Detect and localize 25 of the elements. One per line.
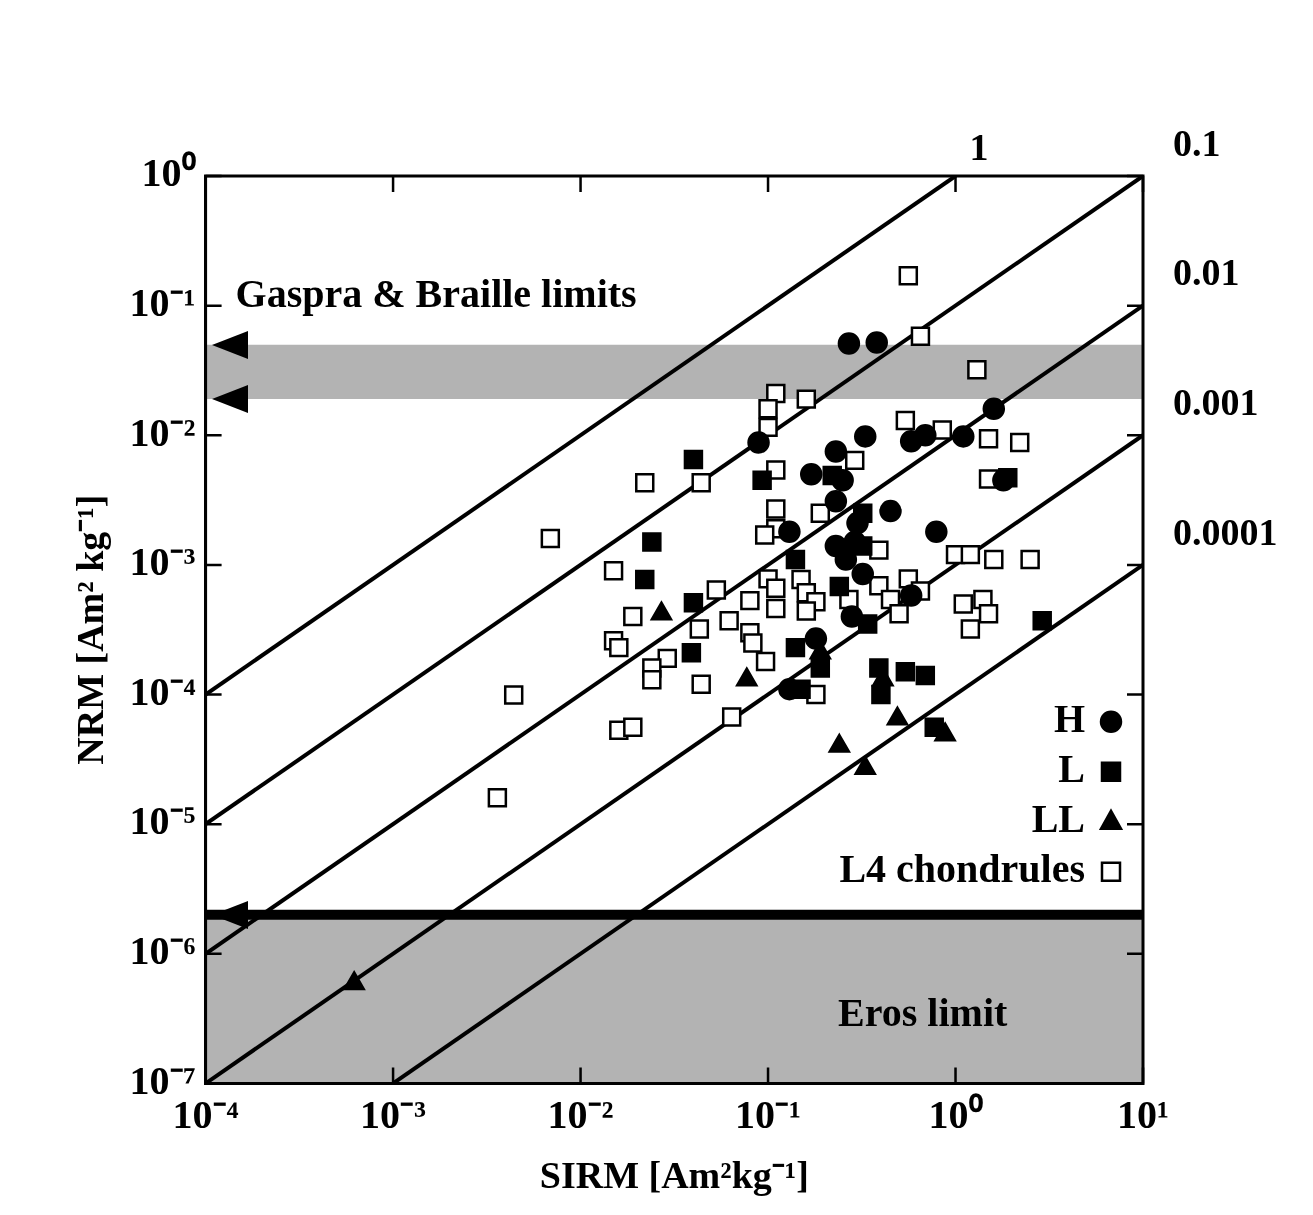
legend-label: L [1058,746,1085,792]
y-tick-label: 10⁰ [141,150,196,196]
series-label: 0.001 [1173,381,1259,424]
x-axis-title: SIRM [Am²kg⁻¹] [539,1154,809,1197]
x-tick-label: 10⁻¹ [735,1091,802,1137]
x-tick-label: 10⁻² [547,1091,614,1137]
y-tick-label: 10⁻⁶ [129,928,196,974]
y-tick-label: 10⁻⁴ [129,668,196,714]
legend-label: L4 chondrules [839,846,1085,892]
y-tick-label: 10⁻² [129,409,196,455]
y-tick-label: 10⁻¹ [129,279,196,325]
x-tick-label: 10⁻³ [360,1091,427,1137]
y-axis-title: NRM [Am² kg⁻¹] [68,494,111,765]
x-tick-label: 10¹ [1117,1091,1169,1137]
series-label: 0.01 [1173,251,1240,294]
band-label: Eros limit [838,990,1009,1036]
series-label: 0.1 [1173,121,1221,164]
band-label: Gaspra & Braille limits [235,270,637,316]
legend-label: LL [1031,796,1085,842]
y-tick-label: 10⁻⁵ [129,798,196,844]
series-label: 1 [969,125,989,168]
legend-label: H [1053,696,1085,742]
series-label: 0.0001 [1173,510,1278,553]
y-tick-label: 10⁻³ [129,539,196,585]
x-tick-label: 10⁰ [928,1091,983,1137]
